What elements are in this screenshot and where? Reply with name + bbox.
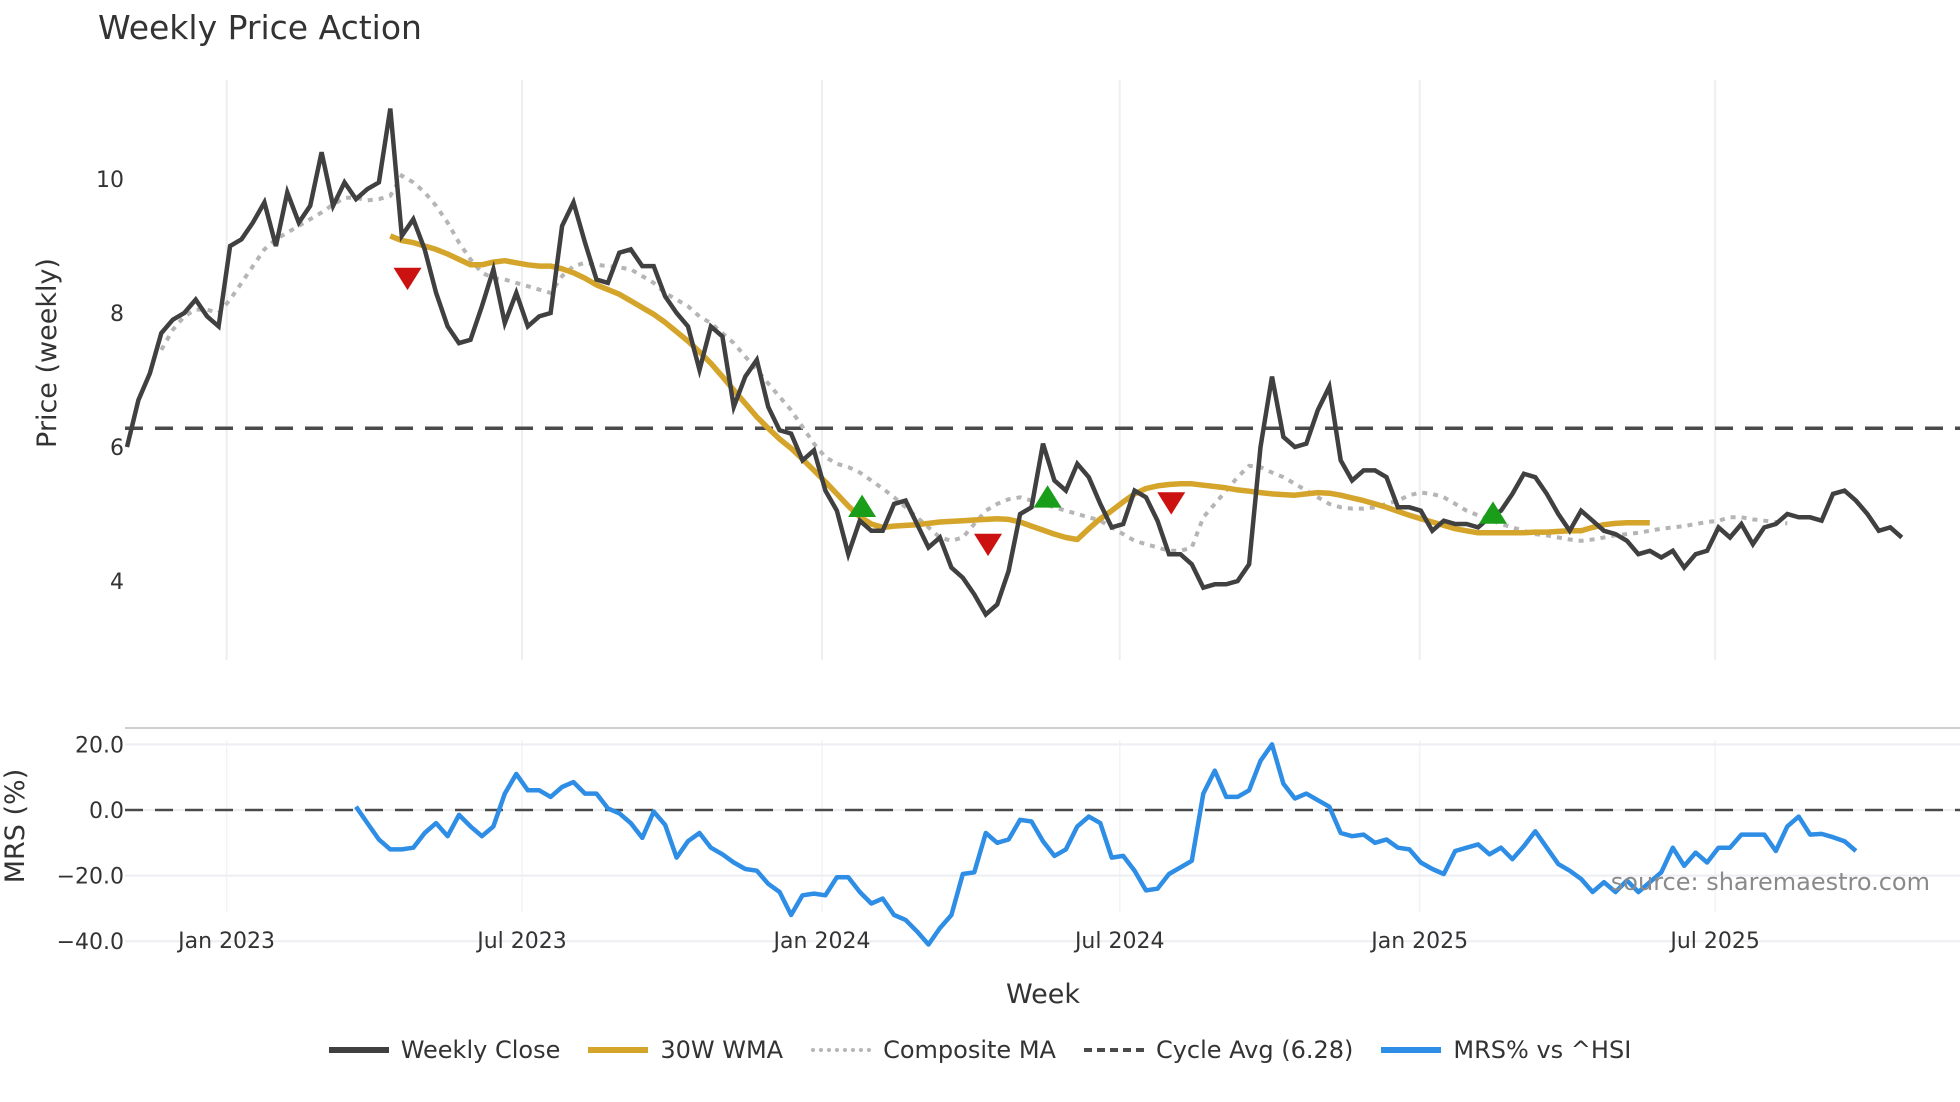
mrs-y-tick-label: −20.0 — [57, 865, 124, 890]
price-y-axis-title: Price (weekly) — [32, 258, 63, 448]
legend-label: Weekly Close — [400, 1036, 561, 1064]
mrs-y-axis-title: MRS (%) — [0, 769, 31, 884]
wma-swatch-icon — [588, 1047, 649, 1053]
signal-markers — [393, 267, 1507, 557]
sell-signal-triangle-down-icon — [1157, 492, 1186, 515]
mrs-line — [354, 742, 1858, 947]
legend-label: MRS% vs ^HSI — [1453, 1036, 1632, 1064]
legend-item-30w-wma[interactable]: 30W WMA — [588, 1036, 783, 1064]
cycle-avg-swatch-icon — [1083, 1048, 1144, 1052]
legend-item-cycle-avg[interactable]: Cycle Avg (6.28) — [1083, 1036, 1354, 1064]
mrs-y-tick-label: −40.0 — [57, 930, 124, 955]
price-y-ticks: 4 6 8 10 — [96, 168, 124, 595]
x-axis-title: Week — [1006, 979, 1080, 1010]
price-y-tick-label: 6 — [110, 436, 124, 461]
chart-title: Weekly Price Action — [98, 8, 422, 47]
x-tick-label: Jul 2024 — [1073, 929, 1165, 954]
x-tick-label: Jan 2025 — [1369, 929, 1468, 954]
weekly-close-swatch-icon — [328, 1047, 389, 1053]
sell-signal-triangle-down-icon — [393, 267, 422, 291]
x-tick-label: Jul 2025 — [1668, 929, 1760, 954]
x-tick-label: Jul 2023 — [475, 929, 567, 954]
legend-label: Cycle Avg (6.28) — [1155, 1036, 1354, 1064]
legend-item-composite-ma[interactable]: Composite MA — [811, 1036, 1056, 1064]
wma-30w-line — [389, 233, 1650, 543]
legend-label: 30W WMA — [660, 1036, 784, 1064]
x-axis-ticks: Jan 2023 Jul 2023 Jan 2024 Jul 2024 Jan 2025… — [176, 929, 1760, 954]
composite-ma-swatch-icon — [811, 1048, 872, 1052]
price-y-tick-label: 4 — [110, 570, 124, 595]
mrs-swatch-icon — [1381, 1047, 1442, 1053]
sell-signal-triangle-down-icon — [974, 533, 1003, 557]
price-y-tick-label: 8 — [110, 302, 124, 327]
weekly-close-line — [124, 108, 1904, 619]
source-label: source: sharemaestro.com — [1611, 868, 1930, 896]
x-tick-label: Jan 2023 — [176, 929, 275, 954]
x-tick-label: Jan 2024 — [772, 929, 871, 954]
mrs-y-ticks: −40.0 −20.0 0.0 20.0 — [57, 733, 124, 955]
legend: Weekly Close 30W WMA Composite MA Cycle … — [0, 1036, 1960, 1064]
buy-signal-triangle-up-icon — [848, 494, 877, 518]
buy-signal-triangle-up-icon — [1478, 501, 1507, 524]
buy-signal-triangle-up-icon — [1033, 485, 1062, 508]
legend-label: Composite MA — [883, 1036, 1056, 1064]
composite-ma-line — [159, 172, 1788, 553]
mrs-y-tick-label: 20.0 — [75, 733, 124, 758]
legend-item-weekly-close[interactable]: Weekly Close — [328, 1036, 561, 1064]
mrs-y-tick-label: 0.0 — [89, 799, 124, 824]
price-y-tick-label: 10 — [96, 168, 124, 193]
legend-item-mrs[interactable]: MRS% vs ^HSI — [1381, 1036, 1631, 1064]
